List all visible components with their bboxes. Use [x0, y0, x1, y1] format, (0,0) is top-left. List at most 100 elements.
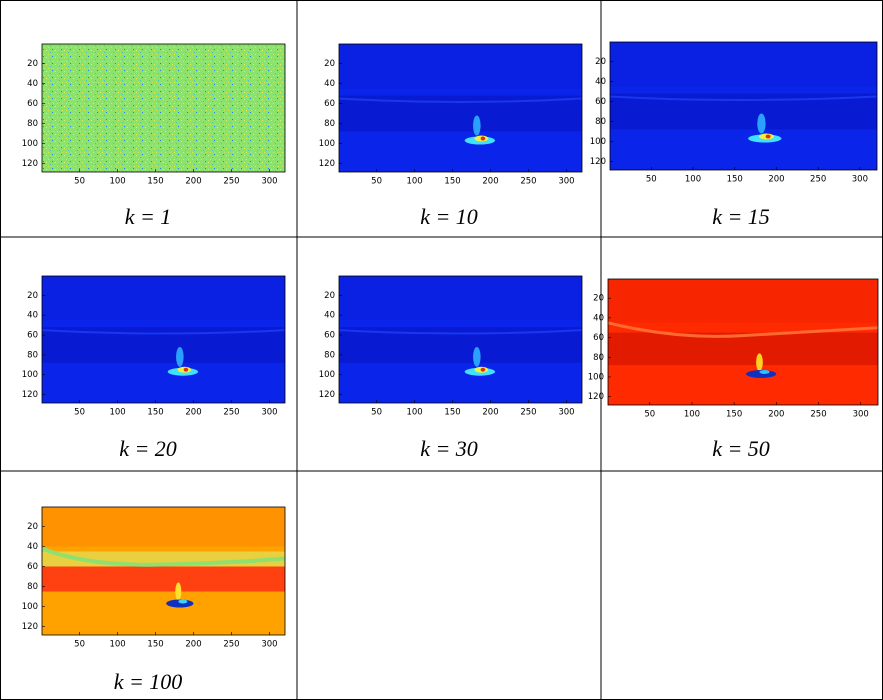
y-tick-label: 60 [595, 97, 606, 107]
x-tick-label: 200 [185, 640, 201, 650]
y-tick-label: 80 [324, 119, 335, 129]
x-tick-label: 100 [109, 408, 125, 418]
blob [480, 367, 486, 372]
caption: k = 50 [712, 436, 770, 461]
y-tick-label: 60 [27, 331, 38, 341]
band [610, 42, 877, 87]
image-panel: 50 100 150 200 250 300 20 40 60 80 100 120 k = 15 [590, 41, 878, 229]
blob [178, 599, 188, 604]
band [42, 276, 285, 321]
y-tick-label: 120 [22, 390, 38, 400]
caption: k = 15 [712, 204, 770, 229]
y-tick-label: 120 [22, 622, 38, 632]
x-tick-label: 150 [726, 410, 742, 420]
y-tick-label: 100 [319, 370, 335, 380]
axes-box [338, 275, 583, 404]
y-tick-label: 20 [324, 59, 335, 69]
y-tick-label: 100 [590, 137, 606, 147]
y-tick-label: 120 [588, 392, 604, 402]
caption: k = 10 [420, 204, 478, 229]
y-tick-label: 40 [593, 313, 604, 323]
band [42, 507, 285, 547]
x-tick-label: 100 [406, 408, 422, 418]
x-tick-label: 150 [444, 408, 460, 418]
image [42, 44, 285, 172]
x-tick-label: 200 [185, 177, 201, 187]
image-panel: 50 100 150 200 250 300 20 40 60 80 100 120 k = 1 [22, 43, 286, 229]
x-tick-label: 200 [482, 408, 498, 418]
y-tick-label: 100 [588, 372, 604, 382]
shoreline [608, 321, 878, 338]
x-tick-label: 250 [810, 410, 826, 420]
y-tick-label: 80 [27, 582, 38, 592]
x-tick-label: 50 [74, 177, 85, 187]
y-tick-label: 40 [27, 311, 38, 321]
y-tick-label: 80 [27, 119, 38, 129]
x-tick-label: 50 [371, 408, 382, 418]
axes-box [41, 275, 286, 404]
band [42, 44, 285, 172]
y-tick-label: 120 [319, 390, 335, 400]
image-panel: 50 100 150 200 250 300 20 40 60 80 100 120 k = 100 [22, 506, 286, 694]
image [42, 276, 285, 403]
y-tick-label: 40 [27, 542, 38, 552]
x-tick-label: 300 [558, 177, 574, 187]
image [339, 276, 582, 403]
x-tick-label: 300 [261, 640, 277, 650]
blob [176, 346, 184, 367]
x-tick-label: 150 [727, 175, 743, 185]
image-panel: 50 100 150 200 250 300 20 40 60 80 100 120 k = 30 [319, 275, 583, 461]
x-tick-label: 300 [852, 175, 868, 185]
image-panel: 50 100 150 200 250 300 20 40 60 80 100 120 k = 50 [588, 278, 879, 461]
image-panel: 50 100 150 200 250 300 20 40 60 80 100 120 k = 20 [22, 275, 286, 461]
y-tick-label: 20 [324, 291, 335, 301]
blob [473, 115, 481, 136]
image-panel: 50 100 150 200 250 300 20 40 60 80 100 120 k = 10 [319, 43, 583, 229]
blob [759, 370, 770, 374]
y-tick-label: 20 [27, 522, 38, 532]
y-tick-label: 100 [22, 602, 38, 612]
caption: k = 1 [125, 204, 172, 229]
y-tick-label: 20 [27, 59, 38, 69]
y-tick-label: 60 [27, 99, 38, 109]
image [610, 42, 877, 170]
image [339, 44, 582, 172]
x-tick-label: 250 [520, 408, 536, 418]
x-tick-label: 200 [768, 175, 784, 185]
caption: k = 30 [420, 436, 478, 461]
x-tick-label: 300 [853, 410, 869, 420]
x-tick-label: 100 [406, 177, 422, 187]
band [608, 279, 878, 323]
x-tick-label: 100 [684, 410, 700, 420]
y-tick-label: 120 [590, 157, 606, 167]
y-tick-label: 40 [27, 79, 38, 89]
x-tick-label: 200 [768, 410, 784, 420]
x-tick-label: 50 [74, 640, 85, 650]
shoreline [339, 329, 582, 335]
blob [756, 353, 763, 372]
x-tick-label: 250 [223, 640, 239, 650]
x-tick-label: 100 [109, 640, 125, 650]
x-tick-label: 300 [261, 177, 277, 187]
x-tick-label: 200 [185, 408, 201, 418]
band [339, 276, 582, 321]
x-tick-label: 150 [147, 177, 163, 187]
x-tick-label: 150 [147, 640, 163, 650]
x-tick-label: 250 [810, 175, 826, 185]
y-tick-label: 40 [595, 77, 606, 87]
y-tick-label: 100 [22, 139, 38, 149]
x-tick-label: 50 [74, 408, 85, 418]
y-tick-label: 20 [595, 57, 606, 67]
shoreline [610, 95, 877, 101]
blob [183, 367, 189, 372]
x-tick-label: 250 [520, 177, 536, 187]
x-tick-label: 100 [685, 175, 701, 185]
y-tick-label: 60 [324, 331, 335, 341]
blob [473, 346, 481, 367]
y-tick-label: 60 [27, 562, 38, 572]
axes-box [41, 43, 286, 173]
image [608, 279, 878, 405]
y-tick-label: 80 [595, 117, 606, 127]
